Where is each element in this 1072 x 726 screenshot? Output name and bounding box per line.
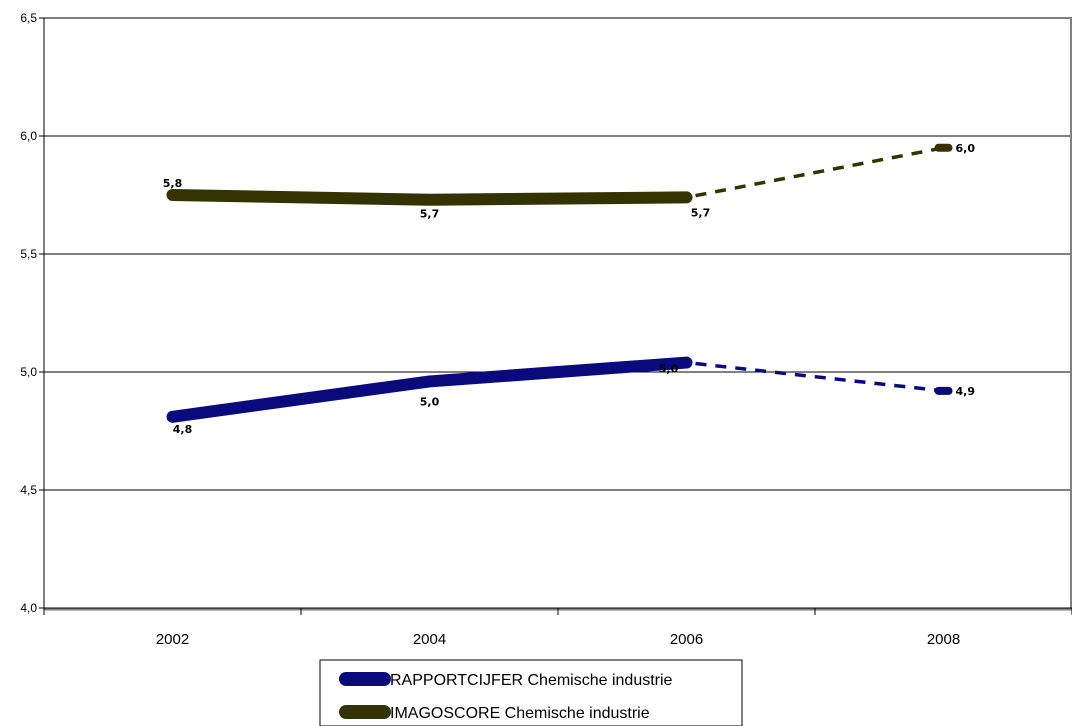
data-label: 5,7 [420,208,440,221]
gridlines [44,17,1072,609]
legend: RAPPORTCIJFER Chemische industrie IMAGOSC… [319,659,743,726]
y-tick-label: 5,0 [20,365,37,379]
y-tick-label: 4,5 [20,483,37,497]
data-label: 5,7 [691,206,711,219]
data-label: 5,8 [163,177,183,190]
y-tick-label: 6,5 [20,11,37,25]
data-label: 6,0 [956,142,976,155]
data-label: 5,0 [659,363,679,376]
y-tick-label: 4,0 [20,601,37,615]
x-tick-label: 2008 [927,631,960,648]
series-line-dashed [695,147,937,198]
x-tick-label: 2004 [413,631,446,648]
series-lines [166,143,953,423]
data-label: 4,8 [173,423,193,436]
data-label: 5,0 [420,395,440,408]
y-tick-label: 5,5 [20,247,37,261]
data-labels: 4,8 5,0 5,0 4,9 5,8 5,7 5,7 6,0 [163,142,976,436]
legend-box [319,659,743,726]
legend-label: RAPPORTCIJFER Chemische industrie [390,672,673,689]
x-tick-label: 2006 [670,631,703,648]
y-tick-label: 6,0 [20,129,37,143]
x-tick-label: 2002 [156,631,189,648]
legend-label: IMAGOSCORE Chemische industrie [390,705,650,722]
data-label: 4,9 [956,385,976,398]
series-line-solid [166,356,693,423]
axes: 4,0 4,5 5,0 5,5 6,0 6,5 2002 2004 2006 2008 [20,11,1072,648]
series-line-solid [166,189,693,206]
series-line-dashed [695,361,936,392]
